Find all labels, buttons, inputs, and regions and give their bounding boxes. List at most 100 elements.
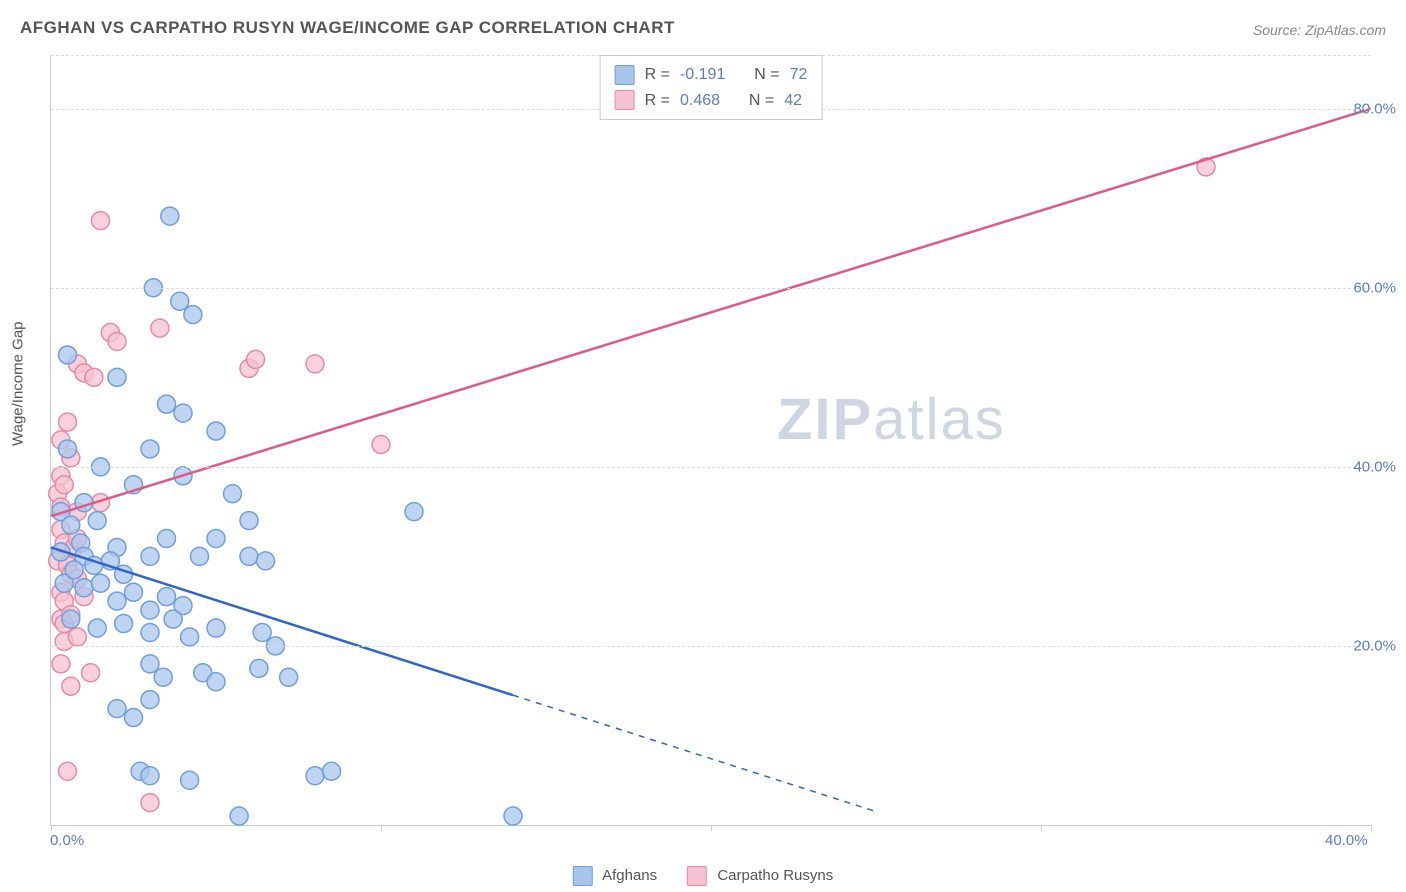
correlation-row-afghans: R = -0.191 N = 72	[615, 62, 808, 88]
data-point	[158, 529, 176, 547]
x-tick-label: 40.0%	[1325, 832, 1368, 849]
data-point	[52, 655, 70, 673]
n-label: N =	[749, 88, 774, 114]
data-point	[323, 762, 341, 780]
data-point	[181, 628, 199, 646]
data-point	[230, 807, 248, 825]
data-point	[62, 610, 80, 628]
data-point	[257, 552, 275, 570]
data-point	[59, 413, 77, 431]
data-point	[504, 807, 522, 825]
data-point	[141, 655, 159, 673]
data-point	[372, 435, 390, 453]
trendline	[51, 109, 1371, 516]
legend-item-rusyns: Carpatho Rusyns	[687, 866, 833, 886]
data-point	[108, 333, 126, 351]
data-point	[164, 610, 182, 628]
data-point	[88, 512, 106, 530]
x-tick	[1041, 825, 1042, 831]
data-point	[141, 767, 159, 785]
data-point	[171, 292, 189, 310]
data-point	[62, 516, 80, 534]
legend-label-rusyns: Carpatho Rusyns	[717, 867, 833, 884]
data-point	[306, 767, 324, 785]
r-label: R =	[645, 88, 670, 114]
data-point	[207, 529, 225, 547]
data-point	[82, 664, 100, 682]
data-point	[306, 355, 324, 373]
data-point	[253, 624, 271, 642]
data-point	[125, 709, 143, 727]
data-point	[250, 659, 268, 677]
y-tick-label: 80.0%	[1353, 100, 1396, 117]
r-value-rusyns: 0.468	[680, 88, 720, 114]
data-point	[55, 476, 73, 494]
data-point	[158, 588, 176, 606]
legend-label-afghans: Afghans	[602, 867, 657, 884]
x-tick	[711, 825, 712, 831]
r-value-afghans: -0.191	[680, 62, 725, 88]
data-point	[158, 395, 176, 413]
data-point	[125, 583, 143, 601]
data-point	[247, 350, 265, 368]
data-point	[108, 700, 126, 718]
data-point	[240, 512, 258, 530]
data-point	[85, 368, 103, 386]
swatch-afghans	[615, 65, 635, 85]
data-point	[59, 440, 77, 458]
data-point	[141, 691, 159, 709]
data-point	[115, 615, 133, 633]
data-point	[141, 601, 159, 619]
data-point	[65, 561, 83, 579]
data-point	[59, 762, 77, 780]
data-point	[280, 668, 298, 686]
swatch-afghans-icon	[573, 866, 593, 886]
x-tick	[51, 825, 52, 831]
correlation-legend: R = -0.191 N = 72 R = 0.468 N = 42	[600, 55, 823, 120]
data-point	[184, 306, 202, 324]
n-value-rusyns: 42	[784, 88, 802, 114]
data-point	[108, 368, 126, 386]
data-point	[75, 579, 93, 597]
data-point	[141, 547, 159, 565]
data-point	[141, 440, 159, 458]
y-tick-label: 20.0%	[1353, 637, 1396, 654]
data-point	[92, 574, 110, 592]
y-tick-label: 60.0%	[1353, 279, 1396, 296]
data-point	[191, 547, 209, 565]
data-point	[207, 422, 225, 440]
trendline-extrapolated	[513, 695, 876, 811]
data-point	[68, 628, 86, 646]
correlation-row-rusyns: R = 0.468 N = 42	[615, 88, 808, 114]
data-point	[92, 212, 110, 230]
data-point	[405, 503, 423, 521]
legend-item-afghans: Afghans	[573, 866, 657, 886]
data-point	[207, 673, 225, 691]
data-point	[141, 624, 159, 642]
y-tick-label: 40.0%	[1353, 458, 1396, 475]
gridline-h	[51, 288, 1371, 289]
chart-title: AFGHAN VS CARPATHO RUSYN WAGE/INCOME GAP…	[20, 18, 675, 38]
data-point	[154, 668, 172, 686]
r-label: R =	[645, 62, 670, 88]
data-point	[181, 771, 199, 789]
swatch-rusyns	[615, 90, 635, 110]
x-tick-label: 0.0%	[50, 832, 84, 849]
data-point	[240, 547, 258, 565]
data-point	[207, 619, 225, 637]
data-point	[62, 677, 80, 695]
data-point	[59, 346, 77, 364]
data-point	[224, 485, 242, 503]
gridline-h	[51, 467, 1371, 468]
data-point	[174, 404, 192, 422]
data-point	[88, 619, 106, 637]
data-point	[141, 794, 159, 812]
series-legend: Afghans Carpatho Rusyns	[573, 866, 833, 886]
y-axis-label: Wage/Income Gap	[10, 321, 27, 446]
scatter-plot	[51, 55, 1371, 825]
data-point	[161, 207, 179, 225]
n-label: N =	[754, 62, 779, 88]
chart-area: ZIPatlas R = -0.191 N = 72 R = 0.468 N =…	[50, 55, 1371, 826]
source-label: Source: ZipAtlas.com	[1253, 22, 1386, 38]
data-point	[151, 319, 169, 337]
